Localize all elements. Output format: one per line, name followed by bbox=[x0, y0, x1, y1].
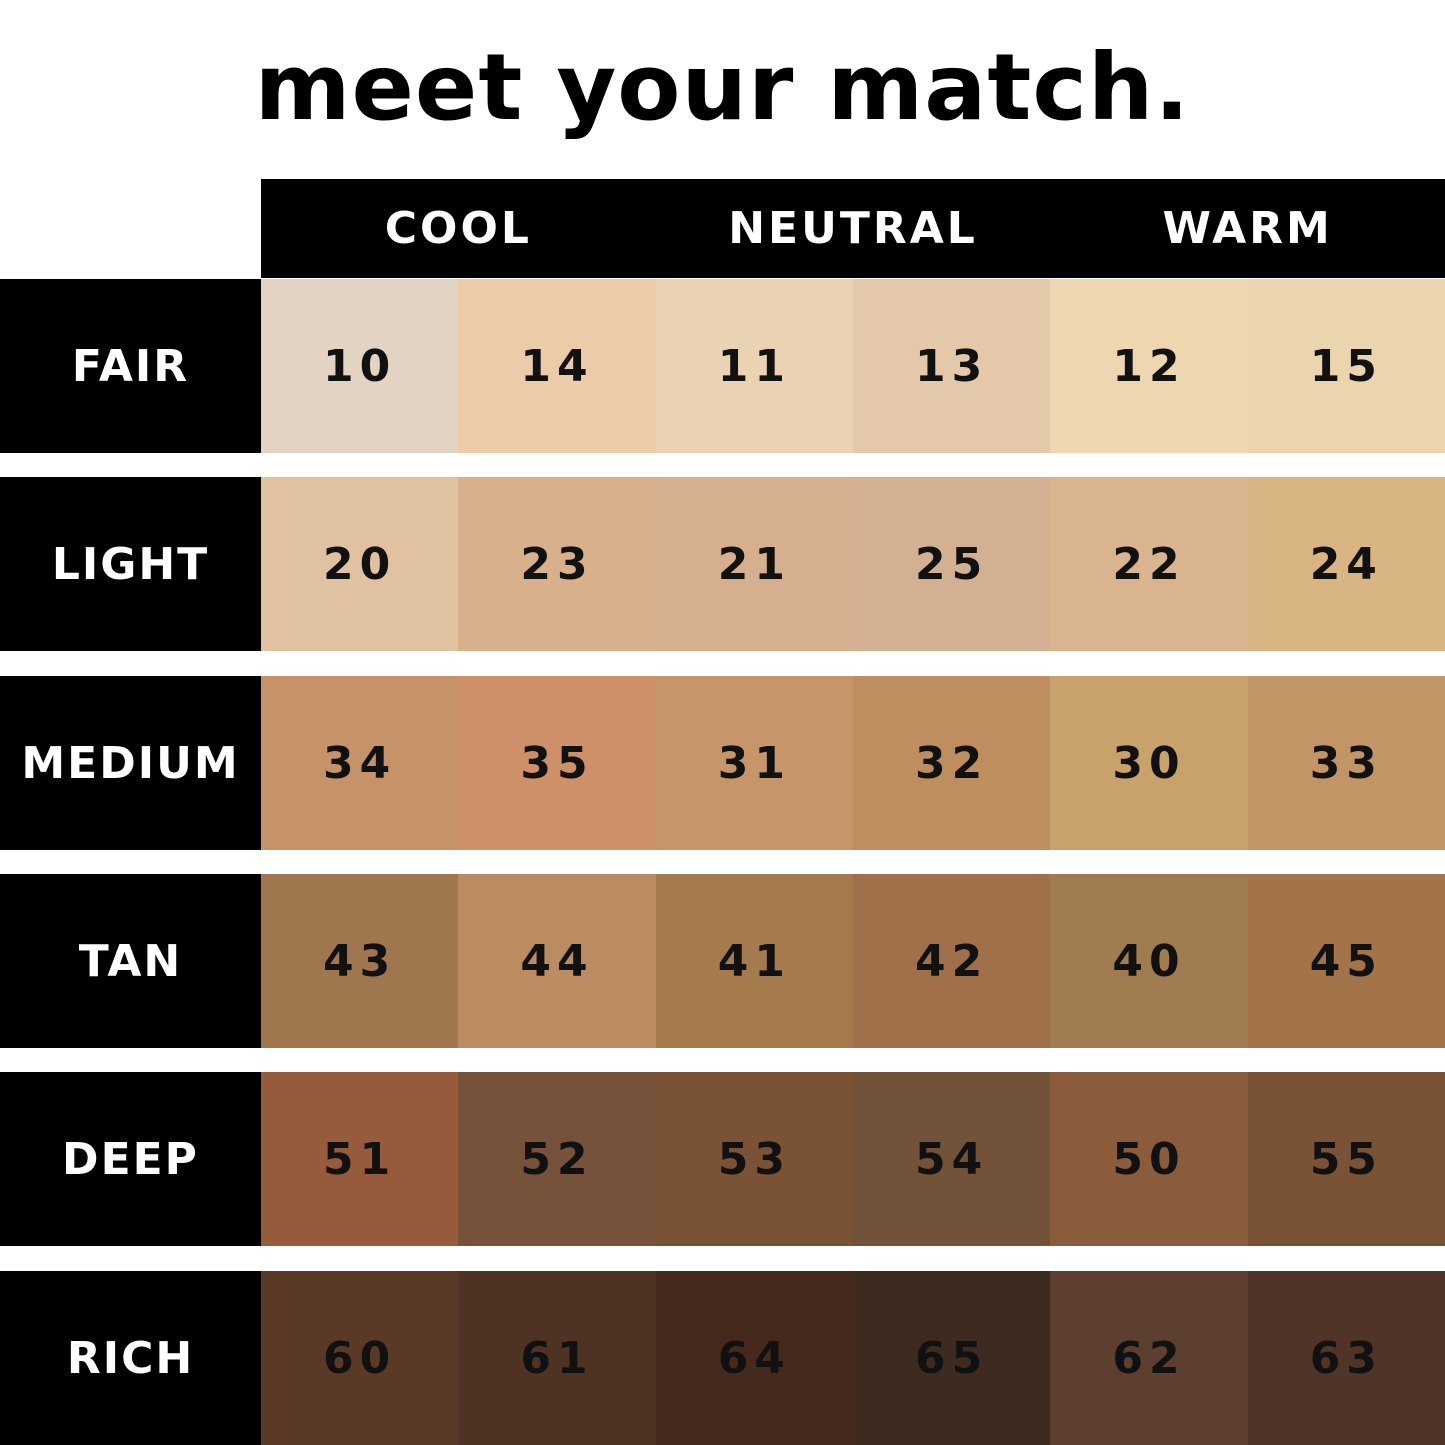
shade-row-rich: RICH 60 61 64 65 62 63 bbox=[0, 1271, 1445, 1445]
shade-swatch: 62 bbox=[1050, 1271, 1248, 1445]
undertone-header: COOL NEUTRAL WARM bbox=[261, 179, 1445, 278]
column-header-warm: WARM bbox=[1162, 203, 1333, 254]
shade-swatch: 53 bbox=[655, 1072, 853, 1246]
shade-swatch: 14 bbox=[458, 279, 656, 453]
shade-swatch: 34 bbox=[261, 676, 459, 850]
shade-swatch: 22 bbox=[1050, 477, 1248, 651]
row-label: RICH bbox=[0, 1271, 261, 1445]
row-label: MEDIUM bbox=[0, 676, 261, 850]
shade-swatch: 64 bbox=[655, 1271, 853, 1445]
shade-swatch: 51 bbox=[261, 1072, 459, 1246]
row-label: FAIR bbox=[0, 279, 261, 453]
shade-swatch: 55 bbox=[1247, 1072, 1445, 1246]
shade-swatch: 50 bbox=[1050, 1072, 1248, 1246]
row-label: LIGHT bbox=[0, 477, 261, 651]
shade-swatch: 15 bbox=[1247, 279, 1445, 453]
shade-swatch: 24 bbox=[1247, 477, 1445, 651]
shade-swatch: 43 bbox=[261, 874, 459, 1048]
shade-swatch: 23 bbox=[458, 477, 656, 651]
shade-swatch: 12 bbox=[1050, 279, 1248, 453]
shade-swatch: 40 bbox=[1050, 874, 1248, 1048]
shade-swatch: 25 bbox=[852, 477, 1051, 651]
shade-row-medium: MEDIUM 34 35 31 32 30 33 bbox=[0, 676, 1445, 850]
shade-row-tan: TAN 43 44 41 42 40 45 bbox=[0, 874, 1445, 1048]
row-label: DEEP bbox=[0, 1072, 261, 1246]
shade-swatch: 60 bbox=[261, 1271, 459, 1445]
shade-row-deep: DEEP 51 52 53 54 50 55 bbox=[0, 1072, 1445, 1246]
shade-swatch: 32 bbox=[852, 676, 1051, 850]
shade-swatch: 10 bbox=[261, 279, 459, 453]
shade-row-fair: FAIR 10 14 11 13 12 15 bbox=[0, 279, 1445, 453]
shade-swatch: 65 bbox=[852, 1271, 1051, 1445]
shade-swatch: 54 bbox=[852, 1072, 1051, 1246]
shade-swatch: 41 bbox=[655, 874, 853, 1048]
shade-swatch: 30 bbox=[1050, 676, 1248, 850]
page-title: meet your match. bbox=[254, 34, 1191, 141]
shade-swatch: 33 bbox=[1247, 676, 1445, 850]
shade-swatch: 20 bbox=[261, 477, 459, 651]
shade-swatch: 13 bbox=[852, 279, 1051, 453]
shade-swatch: 61 bbox=[458, 1271, 656, 1445]
column-header-neutral: NEUTRAL bbox=[728, 203, 978, 254]
shade-swatch: 42 bbox=[852, 874, 1051, 1048]
row-label: TAN bbox=[0, 874, 261, 1048]
shade-swatch: 31 bbox=[655, 676, 853, 850]
shade-row-light: LIGHT 20 23 21 25 22 24 bbox=[0, 477, 1445, 651]
shade-swatch: 21 bbox=[655, 477, 853, 651]
shade-swatch: 35 bbox=[458, 676, 656, 850]
column-header-cool: COOL bbox=[384, 203, 532, 254]
shade-swatch: 11 bbox=[655, 279, 853, 453]
shade-swatch: 45 bbox=[1247, 874, 1445, 1048]
shade-swatch: 44 bbox=[458, 874, 656, 1048]
shade-swatch: 52 bbox=[458, 1072, 656, 1246]
shade-swatch: 63 bbox=[1247, 1271, 1445, 1445]
